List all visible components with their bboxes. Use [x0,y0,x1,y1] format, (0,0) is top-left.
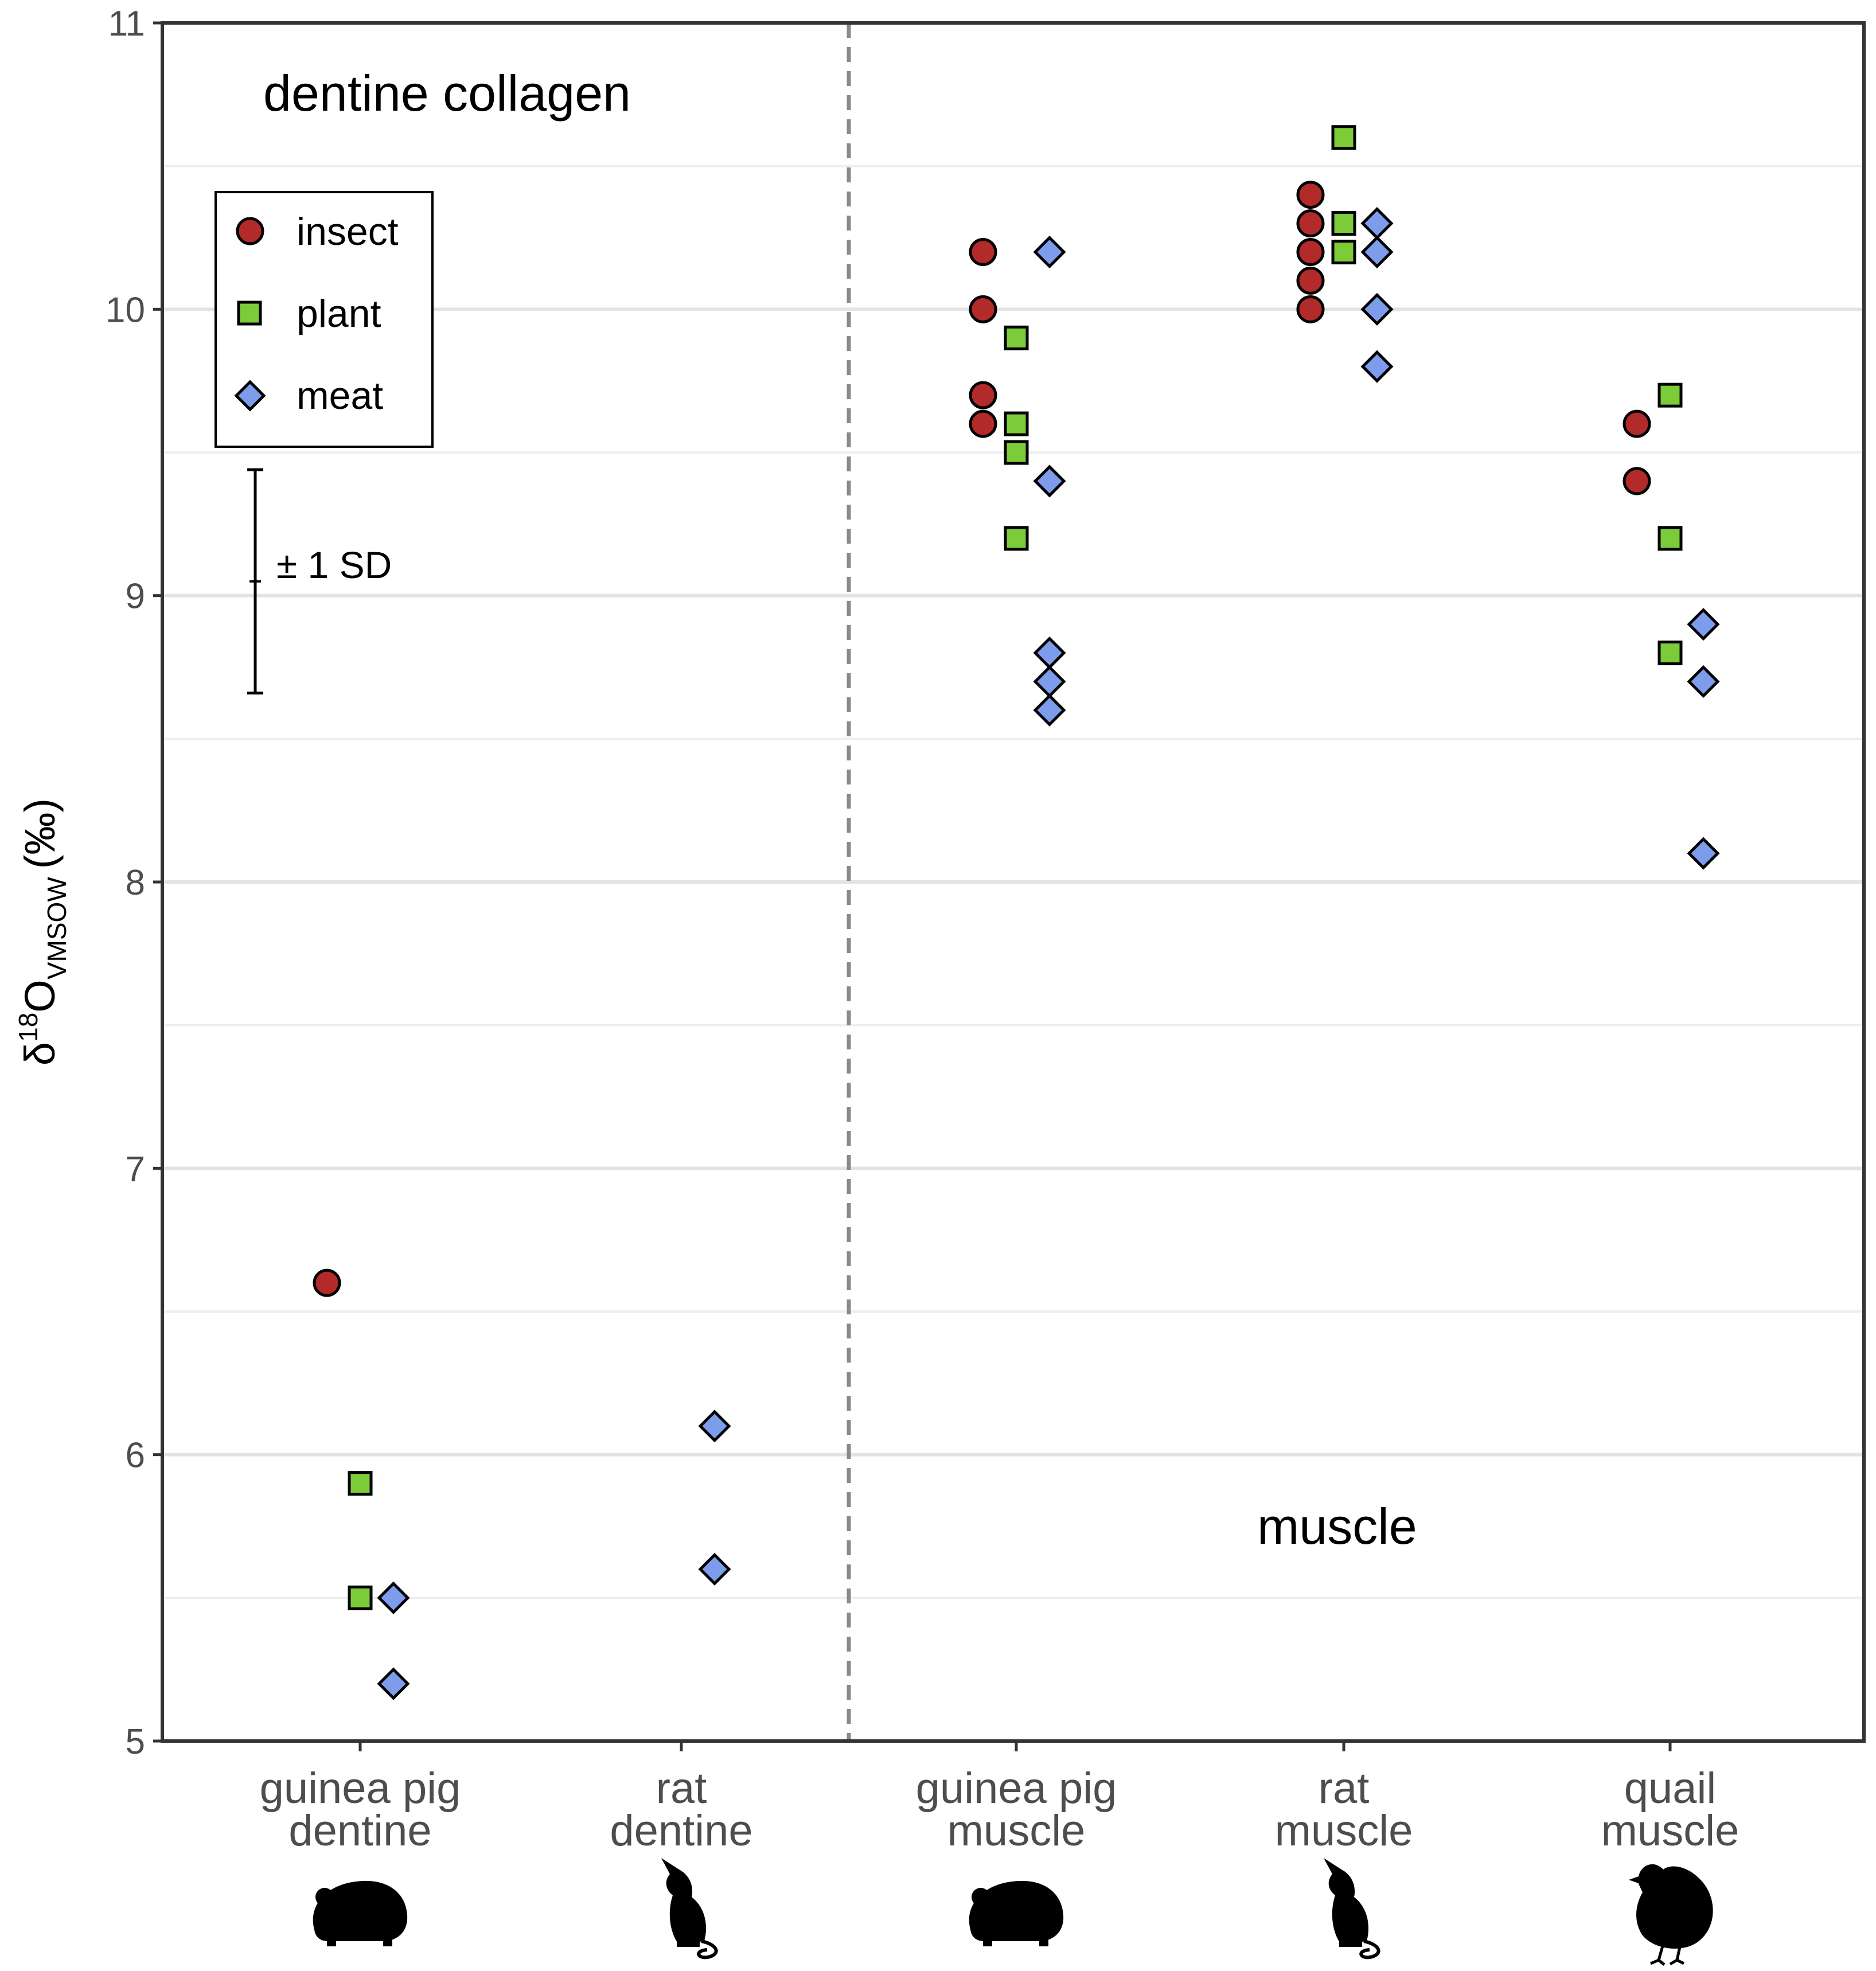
point-meat [698,1410,731,1443]
y-tick-label: 5 [126,1722,145,1762]
point-meat [1687,665,1720,698]
point-insect [969,237,997,266]
point-plant [1004,526,1029,551]
y-label-unit: (‰) [16,798,64,869]
x-tick-label-line1: rat [656,1764,707,1813]
point-plant [1004,325,1029,350]
y-axis: 5 6 7 8 9 10 11 [106,4,162,1762]
x-tick-label-line1: rat [1319,1764,1370,1813]
point-plant [1657,383,1683,408]
point-meat [1687,608,1720,641]
point-meat [1360,235,1394,269]
x-tick-label-line2: dentine [610,1806,752,1855]
panel-label-muscle: muscle [1257,1498,1417,1555]
point-meat [1033,235,1066,269]
x-tick-label-line2: muscle [1601,1806,1740,1855]
quail-silhouette-icon [1629,1864,1713,1966]
y-tick-label: 9 [126,577,145,616]
point-insect [969,295,997,323]
point-meat [1360,206,1394,240]
point-insect [1623,467,1651,495]
point-plant [1657,641,1683,666]
data-points [313,125,1720,1700]
point-meat [698,1552,731,1586]
y-axis-label: δ18OVMSOW (‰) [13,798,72,1065]
point-plant [348,1471,373,1496]
point-plant [1331,125,1356,150]
panel-label-dentine: dentine collagen [263,65,631,122]
legend-insect-icon [236,217,264,245]
legend: insect plant meat [214,191,434,448]
point-meat [1033,636,1066,670]
y-tick-label: 8 [126,863,145,903]
x-tick-label-line2: dentine [288,1806,431,1855]
legend-plant-icon [237,300,262,326]
point-meat [1360,350,1394,383]
x-tick-label-line1: guinea pig [916,1764,1117,1813]
y-label-delta: δ [16,1042,64,1065]
point-insect [1296,295,1325,323]
rat-silhouette-icon [661,1858,718,1960]
point-insect [313,1269,341,1297]
point-insect [969,409,997,438]
y-label-superscript: 18 [13,1013,43,1042]
rat-silhouette-icon [1324,1858,1380,1960]
x-tick-label-line1: guinea pig [260,1764,461,1813]
point-meat [1033,465,1066,498]
x-tick-label-line1: quail [1624,1764,1717,1813]
y-tick-label: 11 [108,4,145,44]
y-tick-label: 7 [126,1149,145,1189]
guinea-pig-silhouette-icon [313,1880,408,1946]
point-meat [1687,837,1720,870]
point-plant [1331,239,1356,264]
point-plant [1004,411,1029,436]
x-tick-label-line2: muscle [1275,1806,1413,1855]
y-tick-label: 10 [106,290,145,330]
point-meat [1360,292,1394,326]
sd-label: ± 1 SD [276,544,392,586]
point-plant [1657,526,1683,551]
legend-meat-label: meat [297,374,383,417]
y-tick-label: 6 [126,1436,145,1476]
sd-error-bar [247,468,263,694]
animal-silhouettes [313,1858,1713,1966]
point-insect [1296,209,1325,238]
point-insect [1296,237,1325,266]
point-meat [377,1581,410,1614]
legend-plant-label: plant [297,292,381,335]
y-label-base: O [16,979,64,1013]
x-tick-label-line2: muscle [947,1806,1086,1855]
y-label-subscript: VMSOW [42,877,72,979]
guinea-pig-silhouette-icon [969,1880,1064,1946]
point-meat [377,1667,410,1700]
point-plant [1331,211,1356,236]
point-insect [1623,409,1651,438]
point-insect [969,381,997,409]
point-plant [1004,440,1029,465]
legend-insect-label: insect [297,210,399,253]
point-insect [1296,181,1325,209]
legend-meat-icon [234,380,266,412]
point-insect [1296,266,1325,295]
point-meat [1033,665,1066,698]
point-meat [1033,693,1066,727]
point-plant [348,1585,373,1610]
